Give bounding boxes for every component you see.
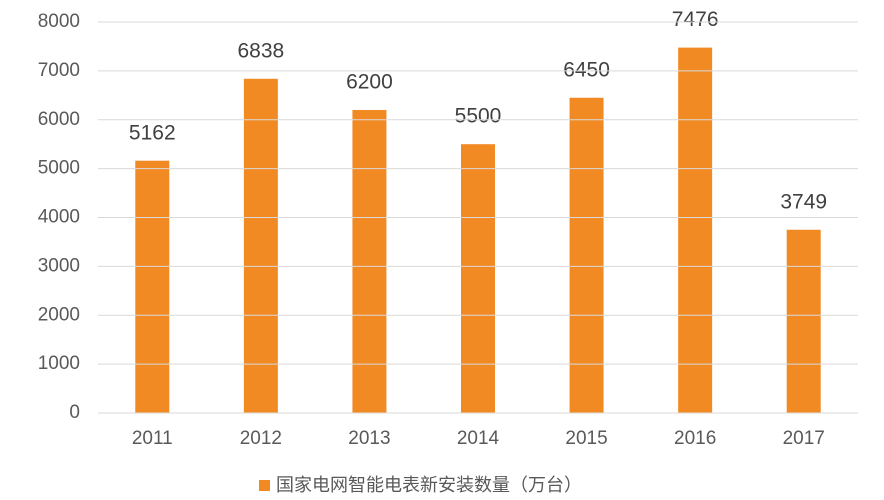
x-tick-label: 2015 xyxy=(565,428,607,449)
bar xyxy=(135,160,170,413)
x-tick-label: 2013 xyxy=(348,428,390,449)
y-tick-label: 3000 xyxy=(38,255,80,276)
value-label: 6450 xyxy=(563,58,610,81)
y-tick-label: 4000 xyxy=(38,207,80,228)
value-label: 3749 xyxy=(780,190,827,213)
x-tick-label: 2014 xyxy=(457,428,500,449)
y-tick-label: 0 xyxy=(69,402,80,423)
x-tick-label: 2011 xyxy=(132,428,173,449)
bar xyxy=(569,97,604,413)
x-tick-label: 2012 xyxy=(240,428,282,449)
x-tick-label: 2016 xyxy=(674,428,716,449)
x-tick-label: 2017 xyxy=(783,428,825,449)
y-tick-label: 5000 xyxy=(38,158,80,179)
value-label: 5162 xyxy=(129,121,176,144)
y-tick-label: 2000 xyxy=(38,304,80,325)
value-label: 5500 xyxy=(455,105,502,128)
bar xyxy=(243,78,278,413)
y-tick-label: 1000 xyxy=(38,353,80,374)
value-label: 6838 xyxy=(237,39,284,62)
value-label: 7476 xyxy=(672,8,719,31)
y-tick-label: 6000 xyxy=(38,109,80,130)
value-label: 6200 xyxy=(346,71,393,94)
bar xyxy=(461,144,495,413)
bar xyxy=(786,229,821,413)
legend-swatch xyxy=(259,480,270,491)
y-tick-label: 8000 xyxy=(38,11,80,32)
y-tick-label: 7000 xyxy=(38,60,80,81)
legend-label: 国家电网智能电表新安装数量（万台） xyxy=(276,475,582,495)
bar xyxy=(352,109,387,413)
bar xyxy=(678,47,713,413)
